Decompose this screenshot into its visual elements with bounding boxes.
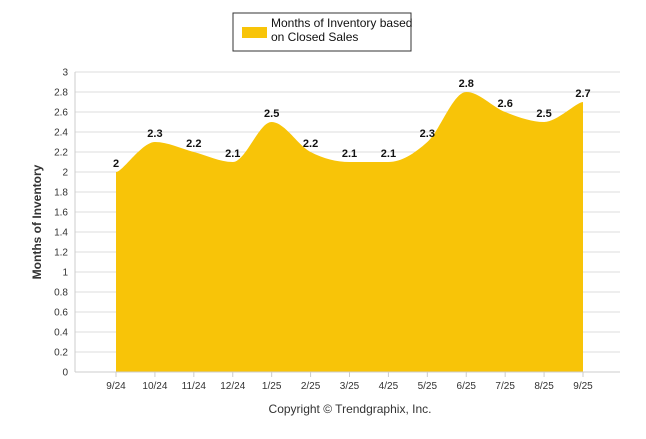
axis-layer (74, 72, 620, 373)
y-tick-label: 2.4 (54, 128, 68, 139)
y-tick-label: 2.6 (54, 108, 68, 119)
data-label: 2 (113, 158, 119, 170)
y-tick-label: 1.4 (54, 228, 68, 239)
x-tick-label: 3/25 (340, 381, 360, 392)
data-label: 2.2 (186, 138, 201, 150)
data-label: 2.7 (575, 88, 590, 100)
x-tick-label: 2/25 (301, 381, 321, 392)
y-tick-labels: 0 0.2 0.4 0.6 0.8 1 1.2 1.4 1.6 1.8 2 2.2 2.4 2.6 2.8 3 (54, 68, 68, 379)
area-layer (116, 92, 583, 372)
x-tick-label: 11/24 (182, 381, 207, 392)
y-tick-label: 0.6 (54, 308, 68, 319)
legend[interactable]: Months of Inventory based on Closed Sale… (232, 12, 412, 52)
y-tick-label: 1.6 (54, 208, 68, 219)
y-tick-label: 2 (62, 168, 68, 179)
y-tick-label: 2.2 (54, 148, 68, 159)
x-tick-label: 4/25 (379, 381, 399, 392)
x-tick-label: 8/25 (534, 381, 554, 392)
x-tick-label: 7/25 (495, 381, 515, 392)
legend-label-line2: on Closed Sales (271, 30, 358, 44)
y-tick-label: 1.2 (54, 248, 68, 259)
data-label: 2.5 (264, 108, 279, 120)
x-tick-label: 9/25 (573, 381, 593, 392)
legend-label-line1: Months of Inventory based (271, 16, 412, 30)
y-tick-label: 0.4 (54, 328, 68, 339)
y-tick-label: 1 (62, 268, 68, 279)
data-label: 2.3 (420, 128, 435, 140)
data-label: 2.5 (536, 108, 551, 120)
legend-swatch (242, 27, 267, 38)
data-label: 2.2 (303, 138, 318, 150)
y-tick-label: 0.2 (54, 348, 68, 359)
area-series (116, 92, 583, 372)
data-label: 2.1 (342, 148, 357, 160)
x-tick-label: 9/24 (106, 381, 126, 392)
data-label: 2.1 (381, 148, 396, 160)
y-tick-label: 1.8 (54, 188, 68, 199)
y-axis-label: Months of Inventory (30, 164, 44, 279)
y-tick-label: 0 (62, 368, 68, 379)
x-tick-label: 10/24 (142, 381, 167, 392)
y-tick-label: 2.8 (54, 88, 68, 99)
data-labels: 2 2.3 2.2 2.1 2.5 2.2 2.1 2.1 2.3 2.8 2.6 2.5 2.7 (113, 78, 591, 170)
y-tick-label: 0.8 (54, 288, 68, 299)
data-label: 2.1 (225, 148, 240, 160)
y-tick-label: 3 (62, 68, 68, 79)
data-label: 2.3 (147, 128, 162, 140)
x-tick-label: 12/24 (220, 381, 245, 392)
data-label: 2.6 (498, 98, 513, 110)
x-tick-label: 6/25 (457, 381, 477, 392)
x-tick-label: 5/25 (418, 381, 438, 392)
x-tick-label: 1/25 (262, 381, 282, 392)
x-tick-labels: 9/24 10/24 11/24 12/24 1/25 2/25 3/25 4/25 5/25 6… (106, 372, 593, 392)
data-label: 2.8 (459, 78, 474, 90)
copyright-text: Copyright © Trendgraphix, Inc. (269, 402, 432, 416)
